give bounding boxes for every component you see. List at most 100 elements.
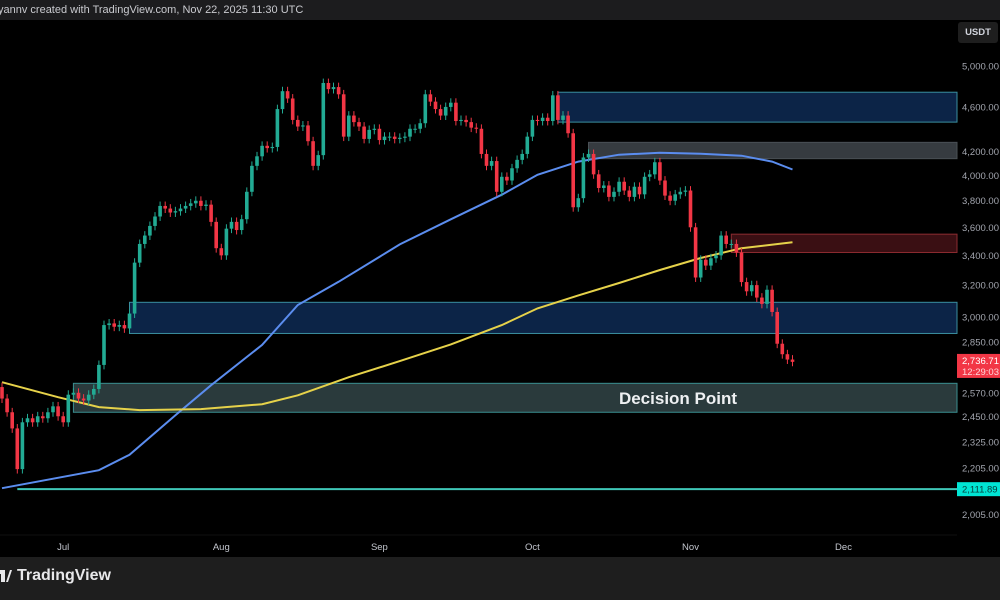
candle-body	[143, 235, 147, 244]
candle	[306, 121, 310, 146]
candle-body	[260, 145, 264, 157]
price-tick-label: 5,000.00	[962, 62, 999, 73]
candle	[321, 78, 326, 160]
candle	[372, 124, 377, 135]
candle	[785, 349, 790, 364]
candle-body	[668, 195, 672, 201]
zone-gray[interactable]	[588, 141, 958, 160]
candle-body	[765, 289, 769, 304]
candle	[0, 382, 4, 403]
candle	[709, 253, 713, 271]
candle-body	[0, 387, 4, 399]
candle-body	[428, 94, 433, 102]
candle-body	[647, 174, 652, 177]
zone-label: Decision Point	[619, 389, 737, 408]
candle	[535, 115, 540, 126]
candle	[586, 149, 591, 162]
candle-body	[224, 228, 229, 256]
candle-body	[698, 259, 703, 278]
candle	[194, 196, 198, 208]
candle-body	[607, 185, 611, 197]
price-tick-label: 3,000.00	[962, 312, 999, 323]
candle-body	[637, 186, 642, 195]
candle-body	[10, 412, 14, 429]
candle-body	[204, 204, 208, 206]
candle-body	[311, 141, 315, 166]
candle-body	[438, 109, 443, 116]
candle-body	[5, 398, 9, 413]
candle-body	[688, 190, 693, 228]
candle-body	[61, 416, 65, 423]
time-axis[interactable]	[0, 535, 1000, 557]
candle	[423, 89, 428, 128]
candle	[219, 243, 224, 260]
currency-button[interactable]: USDT	[958, 22, 998, 43]
candle	[438, 104, 443, 120]
candle-body	[199, 200, 203, 206]
candle-body	[245, 191, 249, 220]
candle-body	[489, 161, 494, 166]
candle-body	[714, 255, 718, 259]
candle	[653, 157, 657, 179]
candle-body	[127, 313, 132, 329]
candle-body	[494, 161, 499, 192]
candle-body	[530, 119, 535, 137]
candle-body	[612, 191, 616, 197]
candle	[311, 136, 315, 171]
zone-red[interactable]	[730, 233, 958, 253]
candle	[245, 187, 249, 224]
candle	[454, 98, 458, 126]
candle-body	[76, 392, 81, 399]
price-axis[interactable]: 5,000.00 4,600.00 4,200.00 4,000.00 3,800.00…	[962, 62, 999, 522]
candle-body	[35, 416, 40, 423]
zone-supply-blue[interactable]	[557, 91, 958, 123]
candle	[331, 82, 336, 94]
candle-body	[234, 221, 239, 231]
candle	[591, 149, 596, 179]
candle-body	[734, 243, 739, 253]
candle-body	[627, 190, 632, 197]
candle	[296, 115, 300, 131]
candle-body	[602, 185, 606, 188]
candle-body	[112, 323, 116, 327]
candle-body	[46, 412, 50, 419]
time-tick-label: Sep	[371, 542, 388, 553]
candle	[107, 319, 111, 330]
candle-body	[41, 416, 45, 419]
candle	[566, 111, 570, 138]
candle-body	[469, 122, 473, 128]
candle-body	[331, 87, 336, 90]
tradingview-logo[interactable]: TradingView	[0, 567, 111, 585]
candle-body	[188, 203, 193, 206]
candle	[617, 177, 621, 197]
candle-body	[97, 364, 101, 389]
time-tick-label: Oct	[525, 542, 540, 553]
candle	[734, 239, 739, 257]
candle	[377, 124, 382, 145]
candle	[143, 231, 147, 249]
candle	[265, 141, 269, 153]
candle	[755, 280, 759, 302]
attribution-text: yannv created with TradingView.com, Nov …	[0, 4, 304, 16]
candle-body	[153, 216, 157, 226]
candle	[545, 113, 550, 126]
candle-body	[755, 285, 759, 298]
candle	[173, 206, 178, 217]
price-tick-label: 4,200.00	[962, 147, 999, 158]
candle	[347, 111, 351, 142]
candle	[71, 388, 76, 400]
candle-body	[214, 221, 218, 249]
candle	[392, 132, 397, 144]
candle-body	[724, 235, 728, 244]
candle	[413, 124, 417, 134]
candle-body	[163, 205, 167, 209]
candle-body	[316, 155, 320, 166]
candle	[749, 280, 754, 296]
candle	[663, 176, 667, 201]
candle-body	[158, 205, 162, 217]
candle	[729, 239, 734, 249]
candle	[515, 155, 519, 173]
candle	[398, 133, 402, 144]
